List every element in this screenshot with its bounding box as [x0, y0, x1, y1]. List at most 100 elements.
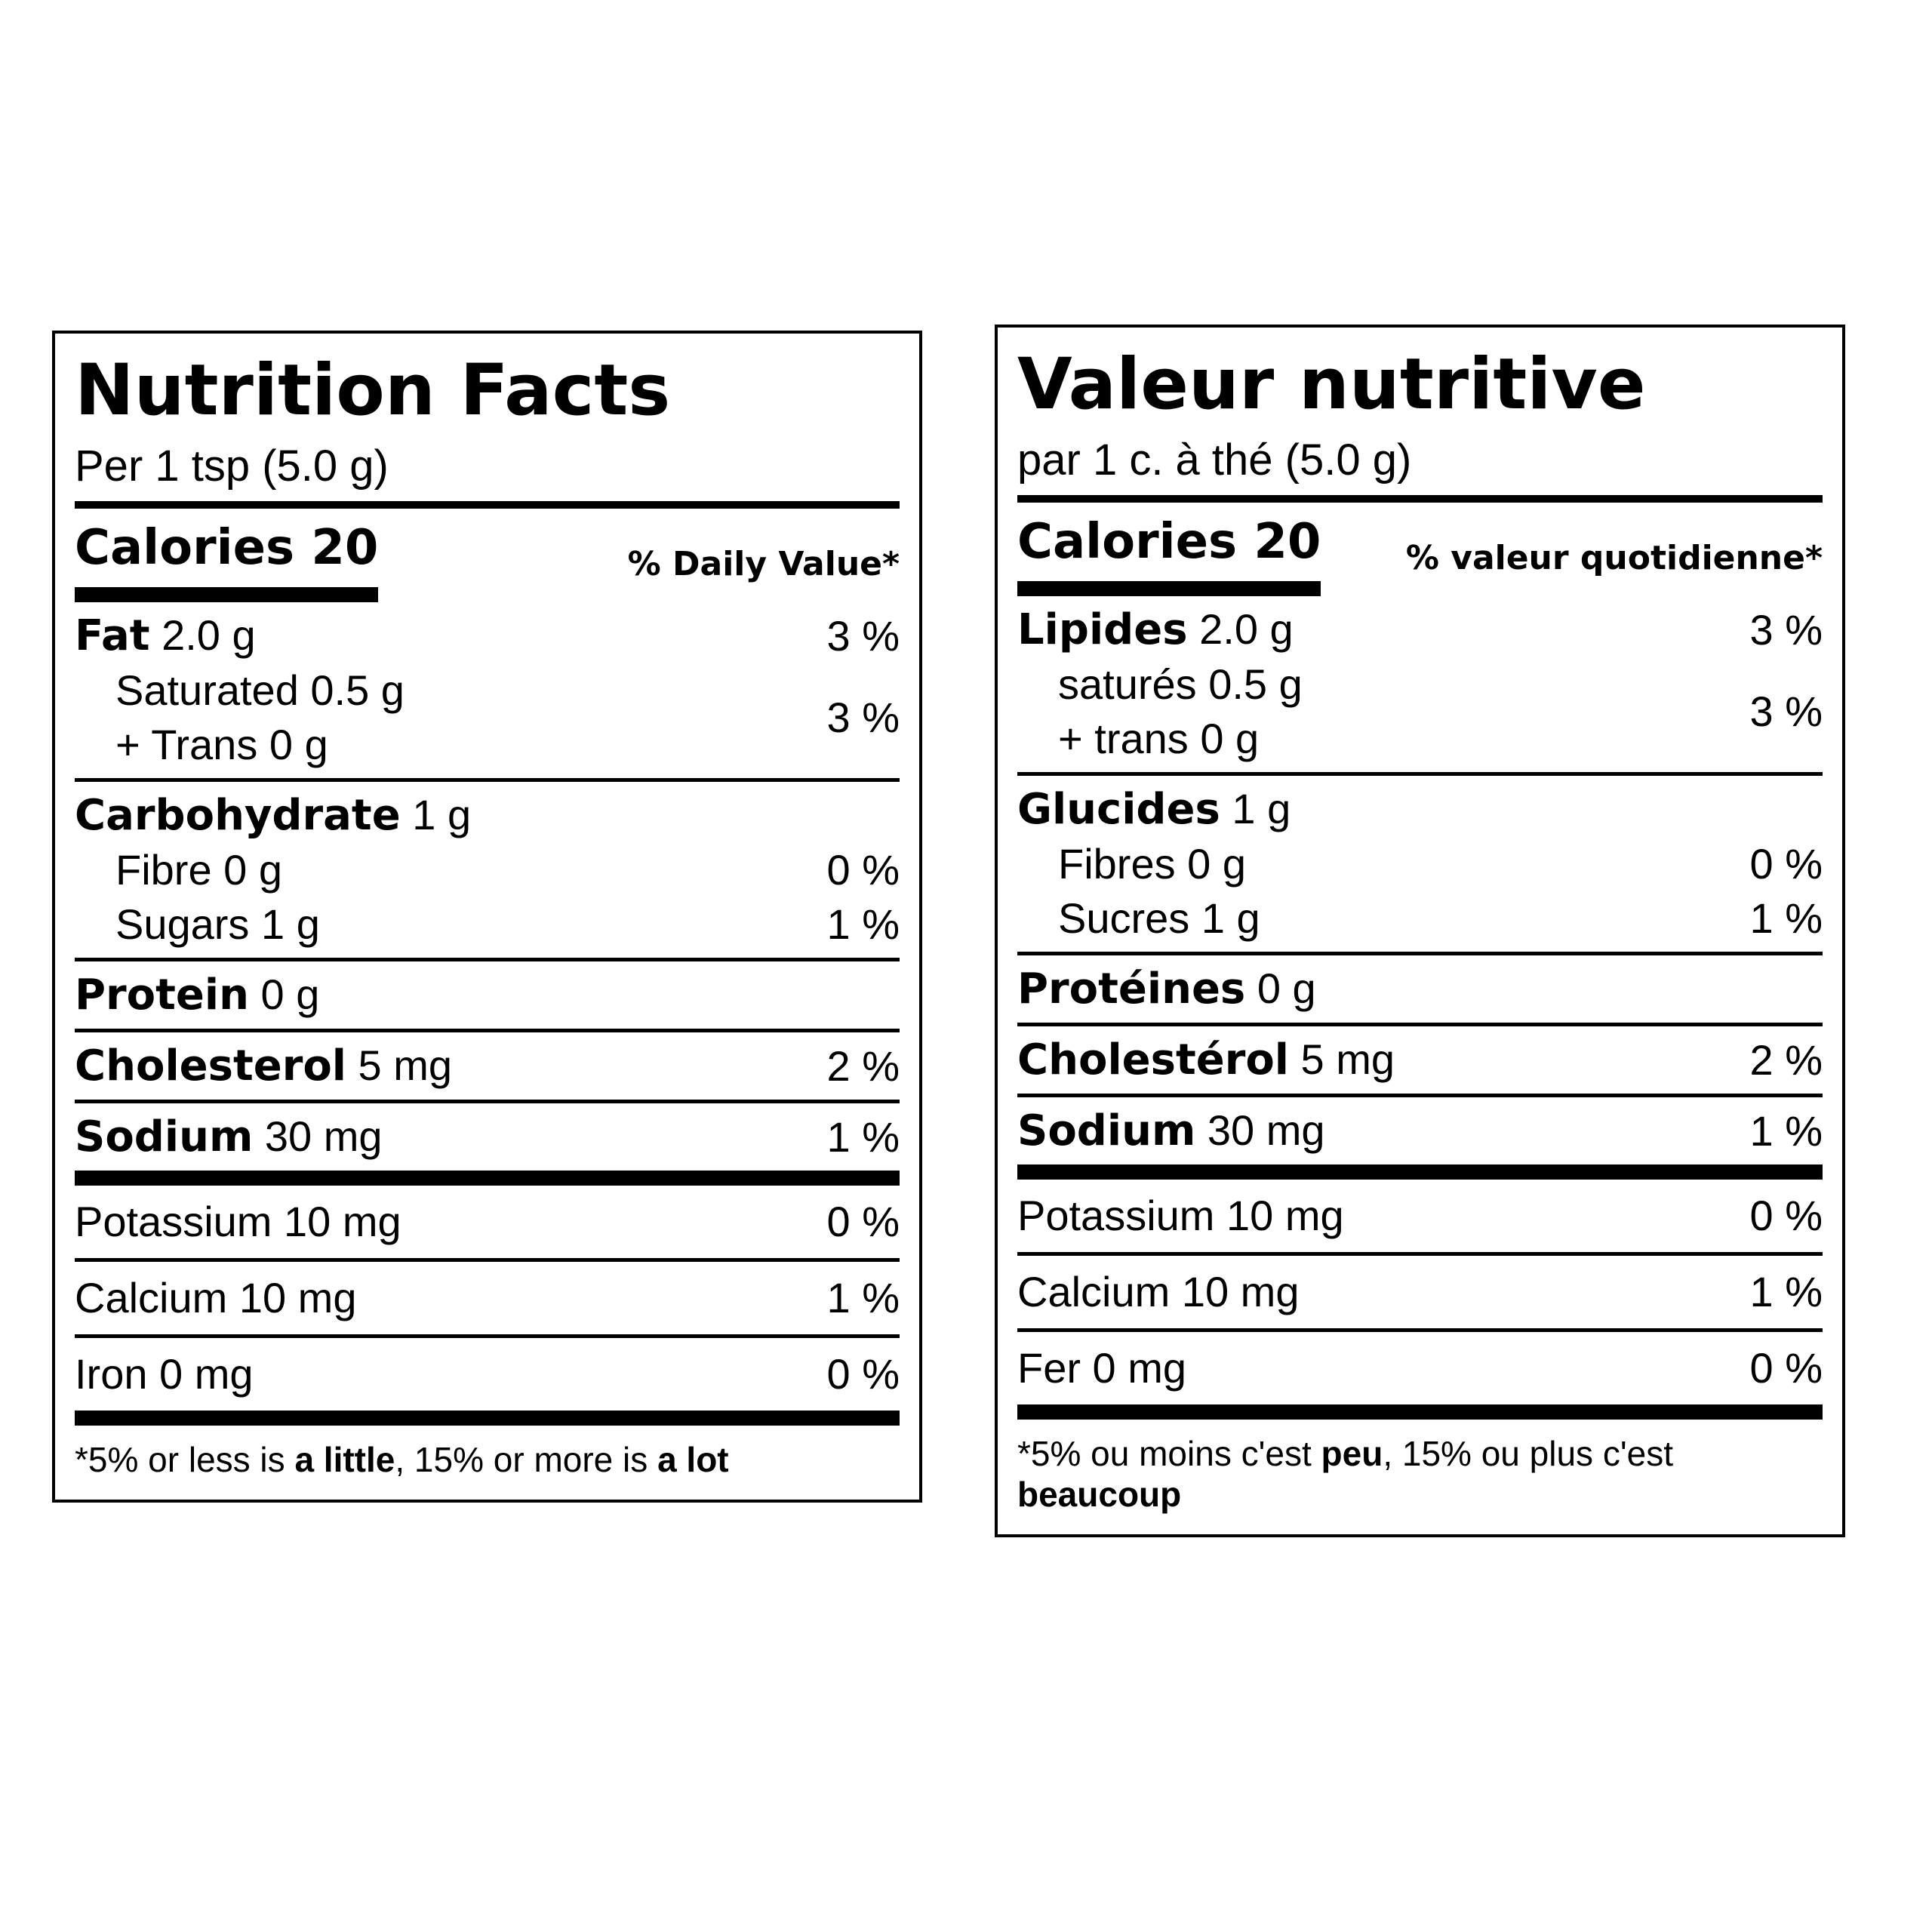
nutrient: Fat 2.0 g — [75, 608, 256, 663]
nutrient: Cholesterol 5 mg — [75, 1038, 452, 1094]
daily-value-header: % Daily Value* — [627, 545, 900, 583]
nutrient-name: Protéines — [1017, 964, 1246, 1014]
daily-value: 3 % — [1749, 688, 1823, 735]
sub-rows: Saturated 0.5 g + Trans 0 g — [75, 663, 827, 772]
nutrient: Glucides 1 g — [1017, 782, 1291, 837]
mineral: Potassium 10 mg — [75, 1198, 401, 1245]
mineral: Iron 0 mg — [75, 1350, 254, 1398]
sub-nutrient: Sugars 1 g — [115, 900, 320, 948]
sub-nutrient: saturés 0.5 g — [1058, 660, 1303, 708]
nutrient-amount: 5 mg — [358, 1041, 453, 1089]
rule — [1017, 1023, 1823, 1026]
mineral-row: Fer 0 mg 0 % — [1017, 1332, 1823, 1404]
nutrient-name: Glucides — [1017, 785, 1220, 834]
sub-row: + trans 0 g — [1017, 712, 1750, 766]
calories-row: Calories 20 % Daily Value* — [75, 512, 900, 602]
mineral: Calcium 10 mg — [1017, 1268, 1300, 1315]
rule — [1017, 1328, 1823, 1332]
mineral-row: Iron 0 mg 0 % — [75, 1338, 900, 1411]
nutrient-section: Carbohydrate 1 g Fibre 0 g 0 % Sugars 1 g 1 … — [75, 782, 900, 958]
nutrient-name: Cholestérol — [1017, 1035, 1289, 1084]
sub-row: Fibres 0 g 0 % — [1017, 837, 1823, 891]
sub-nutrient: Fibre 0 g — [115, 846, 282, 894]
daily-value: 3 % — [826, 611, 900, 660]
rule — [75, 778, 900, 782]
nutrient-name: Lipides — [1017, 605, 1188, 654]
footnote-part: , 15% ou plus c'est — [1383, 1434, 1683, 1473]
sub-nutrient: Saturated 0.5 g — [115, 666, 405, 714]
nutrient-row: Sodium 30 mg 1 % — [75, 1109, 900, 1164]
nutrient-name: Sodium — [1017, 1106, 1196, 1155]
serving: Per 1 tsp (5.0 g) — [75, 441, 389, 491]
sub-nutrient: Fibres 0 g — [1058, 840, 1246, 888]
daily-value: 0 % — [1749, 1192, 1823, 1239]
nutrient: Protéines 0 g — [1017, 961, 1316, 1017]
sub-rows: saturés 0.5 g + trans 0 g — [1017, 657, 1750, 766]
mineral-row: Calcium 10 mg 1 % — [75, 1262, 900, 1334]
footnote-part: peu — [1321, 1434, 1383, 1473]
nutrient-section: Sodium 30 mg 1 % — [1017, 1097, 1823, 1164]
sub-row: + Trans 0 g — [75, 718, 827, 772]
nutrient-name: Cholesterol — [75, 1041, 346, 1091]
sub-group: Fibre 0 g 0 % Sugars 1 g 1 % — [75, 843, 900, 952]
daily-value-header: % valeur quotidienne* — [1405, 539, 1823, 577]
rule — [75, 587, 379, 602]
nutrient-amount: 30 mg — [1207, 1106, 1325, 1154]
daily-value: 0 % — [826, 1350, 900, 1398]
sub-nutrient: + trans 0 g — [1058, 715, 1260, 762]
sub-row: Sucres 1 g 1 % — [1017, 891, 1823, 946]
rule — [1017, 581, 1321, 596]
rule — [1017, 772, 1823, 776]
nutrient-row: Lipides 2.0 g 3 % — [1017, 602, 1823, 657]
nutrient-row: Protéines 0 g — [1017, 961, 1823, 1017]
daily-value: 2 % — [826, 1041, 900, 1090]
rule — [1017, 952, 1823, 955]
footnote: *5% or less is a little, 15% or more is … — [75, 1426, 900, 1480]
nutrient: Cholestérol 5 mg — [1017, 1032, 1395, 1088]
calories-block: Calories 20 — [75, 512, 379, 602]
nutrient-name: Fat — [75, 611, 150, 660]
rule — [75, 1029, 900, 1032]
footnote-part: , 15% or more is — [395, 1440, 658, 1479]
daily-value: 1 % — [826, 900, 900, 948]
nutrient-amount: 2.0 g — [162, 611, 256, 659]
nutrient-amount: 2.0 g — [1199, 605, 1294, 653]
sub-row: saturés 0.5 g — [1017, 657, 1750, 712]
mineral: Calcium 10 mg — [75, 1274, 357, 1321]
mineral: Fer 0 mg — [1017, 1344, 1187, 1392]
serving: par 1 c. à thé (5.0 g) — [1017, 435, 1412, 485]
nutrient-name: Carbohydrate — [75, 791, 401, 840]
footnote-part: *5% or less is — [75, 1440, 295, 1479]
calories: Calories 20 — [1017, 514, 1321, 570]
sub-row: Saturated 0.5 g — [75, 663, 827, 718]
daily-value: 0 % — [826, 846, 900, 894]
daily-value: 0 % — [826, 1198, 900, 1245]
nutrient-row: Cholesterol 5 mg 2 % — [75, 1038, 900, 1094]
footnote-part: *5% ou moins c'est — [1017, 1434, 1321, 1473]
daily-value: 0 % — [1749, 840, 1823, 888]
nutrient-section: Protein 0 g — [75, 961, 900, 1029]
nutrient-name: Protein — [75, 971, 249, 1020]
daily-value: 3 % — [1749, 605, 1823, 654]
rule — [1017, 1164, 1823, 1180]
daily-value: 2 % — [1749, 1035, 1823, 1084]
sub-row: Sugars 1 g 1 % — [75, 897, 900, 952]
mineral: Potassium 10 mg — [1017, 1192, 1344, 1239]
nutrient-section: Lipides 2.0 g 3 % saturés 0.5 g + trans 0 g… — [1017, 596, 1823, 772]
sub-nutrient: + Trans 0 g — [115, 721, 328, 768]
rule — [1017, 495, 1823, 503]
rule — [75, 1258, 900, 1262]
rule — [75, 1171, 900, 1186]
nutrient-section: Fat 2.0 g 3 % Saturated 0.5 g + Trans 0 g 3 … — [75, 602, 900, 778]
rule — [75, 958, 900, 961]
nutrient-row: Fat 2.0 g 3 % — [75, 608, 900, 663]
nutrient-amount: 1 g — [412, 791, 472, 838]
rule — [1017, 1094, 1823, 1097]
sub-row: Fibre 0 g 0 % — [75, 843, 900, 897]
rule — [75, 1100, 900, 1103]
title: Valeur nutritive — [1017, 343, 1646, 426]
rule — [75, 1411, 900, 1426]
nutrient-row: Cholestérol 5 mg 2 % — [1017, 1032, 1823, 1088]
mineral-row: Potassium 10 mg 0 % — [75, 1186, 900, 1258]
sub-group: Saturated 0.5 g + Trans 0 g 3 % — [75, 663, 900, 772]
